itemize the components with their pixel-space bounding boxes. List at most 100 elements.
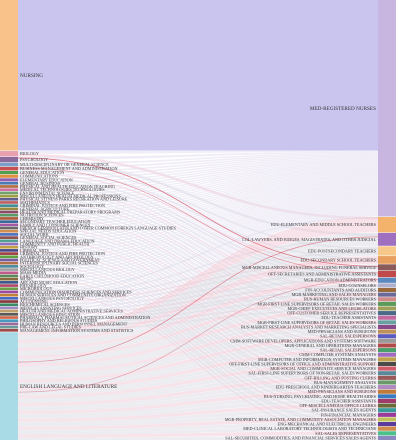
source-node <box>0 188 18 192</box>
target-node <box>378 398 396 404</box>
target-label: BUS-NURSING, PSYCHIATRIC, AND HOME HEALT… <box>264 394 377 400</box>
flow-link <box>18 201 378 296</box>
source-node <box>0 213 18 217</box>
flow-link <box>18 214 378 328</box>
target-node <box>378 431 396 436</box>
target-label: BUS-HUMAN RESOURCES WORKERS <box>304 297 377 302</box>
target-node <box>378 283 396 288</box>
target-label: OFF-MISCELLANEOUS OFFICE CLERKS <box>299 403 376 408</box>
flow-link <box>18 173 378 222</box>
target-node <box>378 232 396 246</box>
source-node <box>0 245 18 249</box>
source-node <box>0 306 18 310</box>
target-label: MGR-CHIEF EXECUTIVES AND LEGISLATORS <box>288 306 377 311</box>
source-label: GENERAL EDUCATION <box>20 170 64 175</box>
source-node <box>0 151 18 157</box>
flow-link <box>18 435 378 440</box>
target-label: SAL-FIRST-LINE SUPERVISORS OF NON-RETAIL… <box>249 371 377 376</box>
flow-link <box>18 385 378 412</box>
target-label: MGR-SOCIAL AND COMMUNITY SERVICE MANAGER… <box>270 366 376 371</box>
source-label: SOCIOLOGY <box>20 264 44 269</box>
source-node <box>0 191 18 195</box>
flow-link <box>18 199 378 289</box>
target-node <box>378 343 396 348</box>
flow-link <box>18 172 378 219</box>
target-node <box>378 287 396 293</box>
target-node <box>378 361 396 367</box>
flow-link <box>18 380 378 409</box>
target-node <box>378 403 396 408</box>
source-node <box>0 229 18 233</box>
flow-link <box>18 329 378 380</box>
target-label: FIN-ACCOUNTANTS AND AUDITORS <box>305 287 376 292</box>
source-label: PHYSICAL FITNESS PARKS RECREATION AND LE… <box>20 197 128 202</box>
target-node <box>378 366 396 371</box>
source-label: ENVIRONMENTAL SCIENCE <box>20 190 75 195</box>
source-label: NUTRITION SCIENCES <box>20 213 64 218</box>
flow-link <box>18 403 378 422</box>
source-node <box>0 309 18 313</box>
target-node <box>378 329 396 334</box>
target-nodes <box>378 0 396 440</box>
source-label: COMMUNICATION DISORDERS SCIENCES AND SER… <box>20 289 132 294</box>
target-node <box>378 352 396 357</box>
source-label: EARLY CHILDHOOD EDUCATION <box>20 273 84 278</box>
target-node <box>378 301 396 306</box>
flow-link <box>18 177 378 232</box>
source-node <box>0 332 18 440</box>
target-label: EDU-PRESCHOOL AND KINDERGARTEN TEACHERS <box>276 385 377 390</box>
target-label: MGR-COMPUTER AND INFORMATION SYSTEMS MAN… <box>258 357 377 362</box>
flow-link <box>18 412 378 427</box>
flow-link <box>18 246 378 341</box>
source-node <box>0 303 18 307</box>
target-node <box>378 334 396 339</box>
source-label: MATHEMATICS <box>20 200 50 205</box>
source-label: COMMUNITY AND PUBLIC HEALTH <box>20 241 89 246</box>
source-label: COMMUNICATIONS <box>20 174 59 179</box>
source-label: SOCIAL WORK <box>20 232 49 237</box>
flow-link <box>18 343 378 388</box>
target-node <box>378 435 396 440</box>
source-node <box>0 316 18 319</box>
target-node <box>378 311 396 316</box>
target-label: MGR-PROPERTY, REAL ESTATE, AND COMMUNITY… <box>225 417 377 423</box>
target-node <box>378 270 396 278</box>
source-node <box>0 284 18 287</box>
flow-link <box>18 338 378 385</box>
source-node <box>0 261 18 265</box>
target-node <box>378 417 396 422</box>
flow-link <box>18 170 378 213</box>
source-label: ACCOUNTING <box>20 299 48 304</box>
source-label: HISTORY <box>20 245 38 250</box>
flow-link <box>18 183 378 248</box>
target-node <box>378 246 396 256</box>
source-label: BIOCHEMICAL SCIENCES <box>20 302 70 307</box>
source-label: LIBERAL ARTS <box>20 248 49 253</box>
source-node <box>0 181 18 185</box>
flow-link <box>17 167 379 274</box>
source-label: PHYSICAL AND HEALTH EDUCATION TEACHING <box>20 184 115 189</box>
source-node <box>0 325 18 329</box>
flow-link <box>18 211 378 321</box>
flow-link <box>18 288 378 439</box>
source-label: CRIMINAL JUSTICE AND FIRE PROTECTION <box>20 251 105 256</box>
flow-link <box>18 0 378 151</box>
flow-link <box>18 361 378 398</box>
flow-link <box>18 174 378 225</box>
source-node <box>0 217 18 220</box>
source-label: HEALTH AND MEDICAL ADMINISTRATIVE SERVIC… <box>20 309 124 314</box>
target-node <box>378 422 396 427</box>
source-node <box>0 185 18 188</box>
flow-link <box>18 398 378 419</box>
target-node <box>378 0 396 217</box>
source-label: POLITICAL SCIENCE AND GOVERNMENT <box>20 257 101 262</box>
target-node <box>378 277 396 283</box>
flow-link <box>18 176 378 229</box>
flow-link <box>18 159 378 184</box>
source-label: PHARMACY PHARMACEUTICAL SCIENCES AND ADM… <box>20 315 150 320</box>
target-node <box>378 297 396 302</box>
source-node <box>0 201 18 204</box>
source-label: MICROBIOLOGY <box>20 286 53 291</box>
source-label: GENERAL SOCIAL SCIENCES <box>20 235 77 240</box>
target-node <box>378 412 396 417</box>
